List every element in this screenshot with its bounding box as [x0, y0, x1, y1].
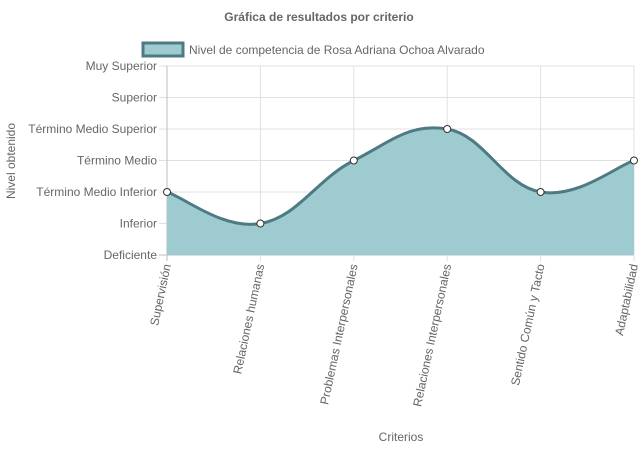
x-tick-label: Adaptabilidad: [612, 263, 639, 337]
y-tick-label: Superior: [112, 91, 157, 105]
y-tick-label: Muy Superior: [86, 59, 157, 73]
y-tick-label: Inferior: [120, 217, 157, 231]
data-point[interactable]: [630, 156, 638, 165]
legend-label: Nivel de competencia de Rosa Adriana Och…: [189, 43, 485, 57]
data-point[interactable]: [163, 188, 171, 196]
x-tick-label: Problemas Interpersonales: [317, 263, 361, 406]
series-area-fill: [167, 127, 634, 255]
y-tick-label: Término Medio Superior: [28, 122, 157, 136]
data-point[interactable]: [256, 219, 265, 228]
x-tick-label: Relaciones Interpersonales: [410, 263, 454, 408]
y-tick-label: Término Medio Inferior: [36, 185, 157, 199]
chart-title: Gráfica de resultados por criterio: [224, 10, 413, 24]
y-axis: Deficiente Inferior Término Medio Inferior…: [28, 59, 157, 262]
legend[interactable]: Nivel de competencia de Rosa Adriana Och…: [141, 41, 485, 58]
y-tick-label: Término Medio: [77, 154, 157, 168]
legend-swatch: [141, 41, 185, 58]
series-line: [166, 126, 635, 226]
data-point[interactable]: [349, 156, 358, 165]
data-point[interactable]: [443, 125, 452, 133]
x-axis: Supervisión Relaciones humanas Problemas I…: [147, 262, 639, 407]
plot-area: [163, 125, 638, 255]
y-axis-label: Nivel obtenido: [4, 123, 18, 199]
y-tick-label: Deficiente: [104, 248, 158, 262]
x-tick-label: Relaciones humanas: [230, 263, 267, 376]
data-point[interactable]: [536, 188, 545, 196]
x-tick-label: Supervisión: [147, 263, 174, 327]
x-tick-label: Sentido Común y Tacto: [508, 262, 548, 386]
x-axis-label: Criterios: [379, 430, 424, 444]
